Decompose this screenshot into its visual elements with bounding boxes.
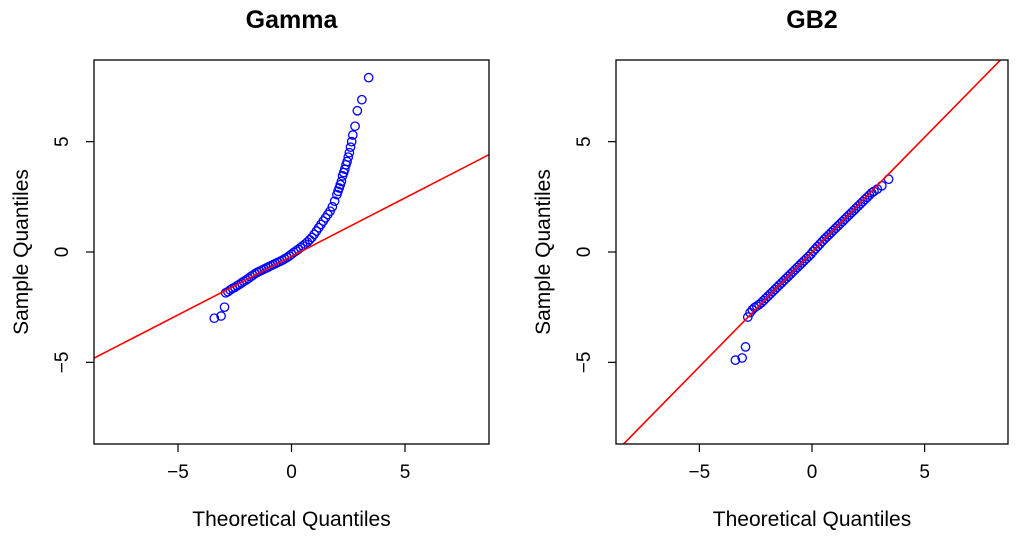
data-point bbox=[219, 302, 230, 313]
chart-panel-2: GB2 Theoretical Quantiles Sample Quantiles… bbox=[532, 6, 1009, 531]
data-point bbox=[342, 156, 352, 167]
data-point bbox=[216, 311, 226, 321]
chart-panel-1: Gamma Theoretical Quantiles Sample Quantil… bbox=[10, 6, 490, 531]
data-point bbox=[347, 130, 358, 140]
data-point bbox=[327, 201, 338, 212]
plot-frame bbox=[93, 59, 490, 445]
y-tick-label: 0 bbox=[52, 247, 73, 258]
data-point bbox=[344, 147, 355, 158]
x-tick-label: 5 bbox=[919, 462, 930, 483]
data-point bbox=[363, 72, 374, 83]
x-axis-label: Theoretical Quantiles bbox=[713, 508, 911, 531]
points bbox=[730, 174, 894, 365]
reference-line bbox=[94, 153, 489, 359]
y-axis-label: Sample Quantiles bbox=[532, 169, 555, 335]
data-point bbox=[345, 142, 356, 153]
y-tick-label: −5 bbox=[574, 352, 595, 374]
points bbox=[209, 72, 374, 324]
y-tick-label: 5 bbox=[52, 136, 73, 147]
y-tick-label: −5 bbox=[52, 352, 73, 374]
x-axis-label: Theoretical Quantiles bbox=[192, 508, 390, 531]
data-point bbox=[737, 353, 748, 363]
data-point bbox=[307, 232, 317, 243]
data-point bbox=[343, 152, 354, 162]
chart-title: Gamma bbox=[246, 6, 339, 34]
x-tick-label: 0 bbox=[807, 462, 818, 483]
x-tick-label: 0 bbox=[286, 462, 297, 483]
reference-line bbox=[622, 60, 1002, 444]
x-tick-label: −5 bbox=[167, 462, 189, 483]
data-point bbox=[350, 121, 360, 132]
data-point bbox=[346, 136, 357, 147]
y-tick-label: 0 bbox=[574, 247, 595, 258]
data-point bbox=[352, 105, 363, 116]
data-point bbox=[357, 94, 367, 105]
x-tick-label: 5 bbox=[400, 462, 411, 483]
data-point bbox=[336, 176, 347, 187]
plot-frame bbox=[615, 59, 1009, 445]
data-point bbox=[209, 313, 220, 324]
chart-title: GB2 bbox=[786, 6, 837, 34]
data-point bbox=[329, 196, 340, 207]
data-point bbox=[740, 342, 751, 352]
y-tick-label: 5 bbox=[574, 136, 595, 147]
data-point bbox=[730, 355, 741, 365]
x-tick-label: −5 bbox=[689, 462, 711, 483]
y-axis-label: Sample Quantiles bbox=[10, 169, 33, 335]
